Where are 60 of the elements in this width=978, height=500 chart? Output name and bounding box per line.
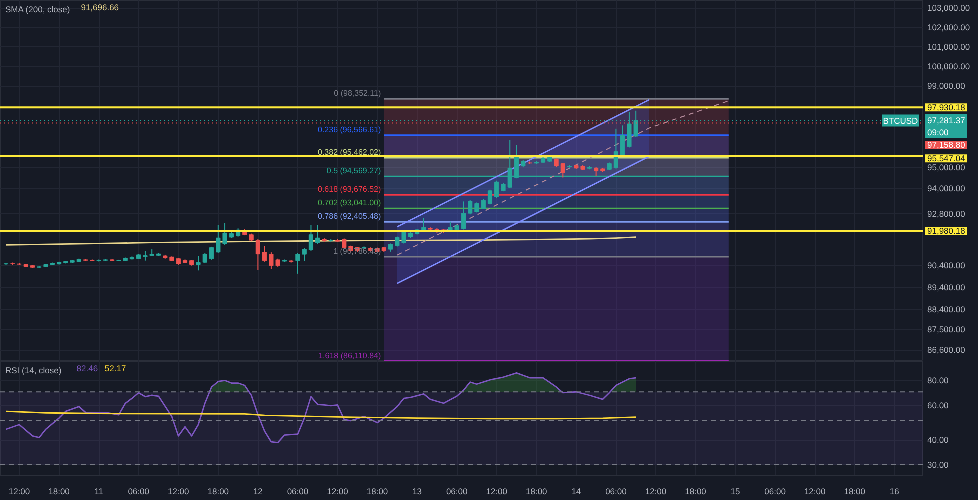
x-tick-label: 12:00 xyxy=(645,486,667,496)
x-tick-label: 18:00 xyxy=(48,486,70,496)
y-tick-label: 40.00 xyxy=(928,435,950,446)
x-tick-label: 12:00 xyxy=(168,486,190,496)
x-tick-label: 18:00 xyxy=(208,486,230,496)
series-label: 0.382 (95,462.02) xyxy=(318,148,382,157)
y-tick-label: 94,000.00 xyxy=(928,183,966,194)
y-tick-label: 30.00 xyxy=(928,460,950,470)
y-tick-label: 95,000.00 xyxy=(928,162,966,173)
series-label: 0.702 (93,041.00) xyxy=(318,198,382,208)
series-label: 0 (98,352.11) xyxy=(334,89,382,98)
x-tick-label: 12:00 xyxy=(327,486,349,496)
ref-line-label: 97,158.80 xyxy=(928,140,966,150)
ref-line-label: 97,281.37 09:00 xyxy=(928,115,966,138)
y-tick-label: 88,400.00 xyxy=(928,304,966,315)
x-tick-label: 06:00 xyxy=(606,486,628,496)
y-tick-label: 92,800.00 xyxy=(928,208,966,219)
y-tick-label: 80.00 xyxy=(928,376,950,386)
y-tick-label: 100,000.00 xyxy=(928,61,970,72)
x-tick-label: 18:00 xyxy=(685,486,707,496)
x-tick-label: 18:00 xyxy=(844,486,866,496)
x-tick-label: 12 xyxy=(253,486,264,496)
y-tick-label: 101,000.00 xyxy=(928,42,970,52)
ref-line-label: 91,980.18 xyxy=(928,226,966,236)
y-tick-label: 103,000.00 xyxy=(928,3,970,14)
x-tick-label: 12:00 xyxy=(486,486,508,496)
series-label: 0.786 (92,405.48) xyxy=(318,212,382,222)
x-tick-label: 16 xyxy=(890,486,900,496)
y-tick-label: 99,000.00 xyxy=(928,81,966,92)
series-label: 0.618 (93,676.52) xyxy=(318,185,382,194)
x-tick-label: 14 xyxy=(572,486,582,496)
x-tick-label: 13 xyxy=(412,486,422,496)
y-tick-label: 87,500.00 xyxy=(928,324,966,335)
text: SMA (200, close) xyxy=(6,4,70,14)
series-label: 1 (90,786.43) xyxy=(334,247,382,256)
y-tick-label: 102,000.00 xyxy=(928,22,970,32)
x-tick-label: 15 xyxy=(730,486,741,496)
y-tick-label: 90,400.00 xyxy=(928,260,966,270)
x-tick-label: 12:00 xyxy=(804,486,826,496)
annotation: BTCUSD xyxy=(883,116,918,126)
x-tick-label: 18:00 xyxy=(366,486,388,496)
x-tick-label: 18:00 xyxy=(526,486,548,496)
annotation: 82.46 xyxy=(76,364,98,374)
x-tick-label: 11 xyxy=(94,486,104,496)
y-tick-label: 60.00 xyxy=(928,400,950,410)
text: RSI (14, close) xyxy=(6,366,62,376)
annotation: 52.17 xyxy=(104,364,126,374)
y-tick-label: 86,600.00 xyxy=(928,345,966,356)
x-tick-label: 06:00 xyxy=(128,486,150,496)
x-tick-label: 06:00 xyxy=(446,486,468,496)
annotation: 91,696.66 xyxy=(81,2,120,12)
x-tick-label: 06:00 xyxy=(287,486,309,496)
x-tick-label: 06:00 xyxy=(764,486,786,496)
series-label: 1.618 (86,110.84) xyxy=(318,351,382,360)
ref-line-label: 97,930.18 xyxy=(928,102,966,113)
x-tick-label: 12:00 xyxy=(8,486,30,496)
series-label: 0.5 (94,569.27) xyxy=(326,166,382,176)
series-label: 0.236 (96,566.61) xyxy=(318,125,382,134)
y-tick-label: 89,400.00 xyxy=(928,282,966,292)
ref-line-label: 95,547.04 xyxy=(928,154,966,164)
